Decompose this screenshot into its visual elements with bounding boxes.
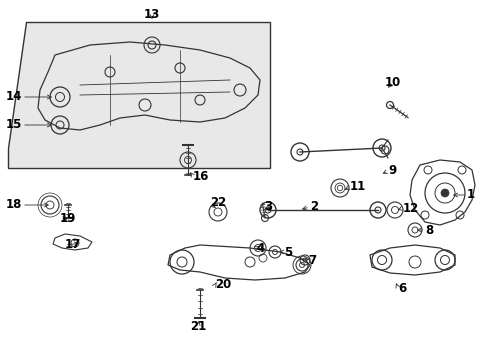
Text: 18: 18 [6, 198, 22, 211]
Text: 10: 10 [384, 76, 400, 89]
Text: 11: 11 [349, 180, 366, 194]
Text: 14: 14 [6, 90, 22, 104]
Text: 2: 2 [309, 201, 318, 213]
Text: 16: 16 [193, 170, 209, 183]
Text: 1: 1 [466, 189, 474, 202]
Text: 20: 20 [215, 279, 231, 292]
Text: 15: 15 [6, 118, 22, 131]
Text: 4: 4 [256, 242, 264, 255]
Text: 19: 19 [60, 211, 76, 225]
Text: 13: 13 [143, 8, 160, 21]
Text: 5: 5 [284, 246, 292, 258]
Text: 9: 9 [387, 165, 395, 177]
Text: 3: 3 [264, 201, 271, 213]
Text: 7: 7 [307, 255, 315, 267]
Text: 21: 21 [189, 320, 206, 333]
Text: 12: 12 [402, 202, 418, 215]
Circle shape [440, 189, 448, 197]
Text: 8: 8 [424, 224, 432, 237]
Text: 6: 6 [397, 282, 406, 294]
Polygon shape [8, 22, 269, 168]
Text: 17: 17 [65, 238, 81, 252]
Text: 22: 22 [209, 197, 226, 210]
